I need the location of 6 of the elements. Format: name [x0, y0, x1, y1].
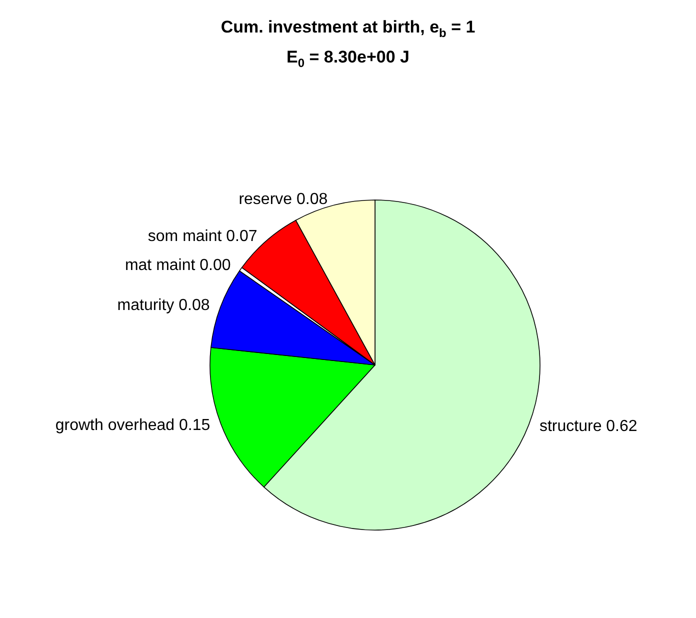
slice-label: maturity 0.08	[117, 296, 210, 314]
slice-label: mat maint 0.00	[124, 257, 231, 274]
slice-label: reserve 0.08	[238, 190, 328, 208]
slice-label: som maint 0.07	[148, 228, 258, 245]
slice-label: growth overhead 0.15	[55, 417, 210, 434]
slice-label: structure 0.62	[539, 418, 638, 436]
